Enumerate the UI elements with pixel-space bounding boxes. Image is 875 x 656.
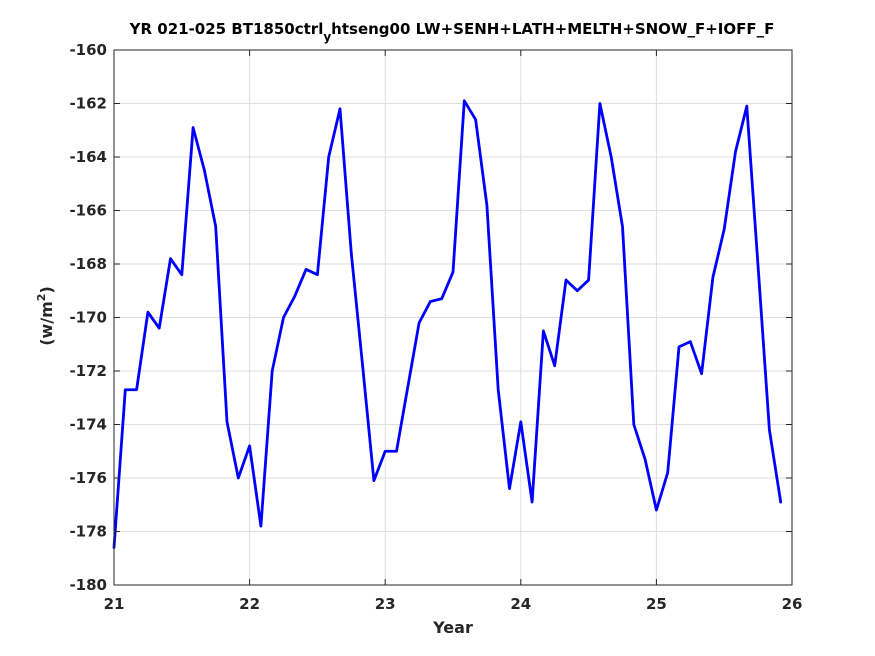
data-point (723, 228, 726, 231)
data-point (305, 268, 308, 271)
data-point (587, 279, 590, 281)
y-tick-label: -164 (69, 148, 107, 166)
data-point (147, 311, 149, 314)
chart-title-rest: htseng00 LW+SENH+LATH+MELTH+SNOW_F+IOFF_… (331, 20, 774, 38)
y-tick-label: -160 (69, 41, 107, 59)
data-point (327, 156, 330, 158)
data-point (734, 150, 737, 153)
data-point (395, 450, 398, 453)
data-point (226, 420, 228, 423)
data-point (486, 204, 488, 207)
x-tick-label: 23 (375, 595, 396, 613)
x-axis-label: Year (432, 618, 473, 637)
data-point (440, 297, 443, 300)
data-point (779, 501, 782, 503)
x-tick-labels: 21 22 23 24 25 26 (104, 595, 803, 613)
tick-marks (113, 49, 793, 586)
data-point (158, 327, 161, 330)
data-point (678, 346, 680, 348)
y-tick-label: -162 (69, 95, 107, 113)
data-point (542, 329, 545, 332)
x-tick-label: 24 (510, 595, 531, 613)
data-point (598, 102, 601, 105)
data-point (474, 118, 477, 121)
data-point (214, 225, 217, 228)
data-point (463, 99, 466, 102)
x-tick-label: 21 (104, 595, 125, 613)
data-point (418, 321, 420, 324)
data-point (350, 252, 353, 255)
data-point (293, 295, 296, 297)
data-point (361, 364, 364, 367)
data-point (508, 487, 511, 490)
data-point (124, 388, 127, 391)
data-point (768, 428, 771, 431)
data-point (621, 225, 624, 228)
data-point (553, 364, 556, 367)
data-point (565, 279, 567, 281)
y-tick-label: -172 (69, 362, 107, 380)
data-point (689, 340, 692, 343)
y-tick-label: -180 (69, 576, 107, 594)
data-point (169, 257, 172, 260)
y-axis-label-superscript: 2 (35, 294, 48, 302)
series-group (112, 99, 783, 549)
data-point (452, 271, 454, 273)
data-point (632, 423, 635, 426)
data-point (497, 388, 500, 391)
data-point (135, 388, 138, 391)
y-tick-label: -178 (69, 523, 107, 541)
y-axis-label: (w/m2) (35, 286, 56, 346)
data-point (519, 420, 522, 423)
data-point (655, 509, 658, 511)
y-tick-label: -166 (69, 202, 107, 220)
data-point (192, 126, 194, 129)
chart-title: YR 021-025 BT1850ctrlyhtseng00 LW+SENH+L… (129, 20, 775, 44)
data-point (610, 156, 613, 158)
x-tick-label: 26 (782, 595, 803, 613)
y-tick-label: -170 (69, 309, 107, 327)
data-point (248, 445, 251, 447)
x-tick-label: 22 (239, 595, 260, 613)
x-tick-label: 25 (646, 595, 667, 613)
data-point (339, 107, 341, 110)
y-tick-labels: -180 -178 -176 -174 -172 -170 -168 -166 -164 -162… (69, 41, 107, 594)
data-point (712, 276, 714, 279)
data-point (576, 289, 579, 292)
chart-title-main: YR 021-025 BT1850ctrl (129, 20, 324, 38)
data-point (237, 477, 240, 479)
data-point (271, 370, 274, 372)
data-point (531, 501, 533, 503)
y-axis-label-close: ) (37, 286, 56, 293)
chart-title-subscript: y (323, 30, 331, 44)
data-point (282, 316, 285, 319)
data-point (429, 300, 432, 303)
y-tick-label: -176 (69, 469, 107, 487)
series-line (112, 99, 783, 549)
data-point (406, 386, 409, 388)
data-point (666, 471, 669, 474)
data-point (384, 450, 387, 453)
y-axis-label-main: (w/m (37, 301, 56, 346)
y-tick-label: -174 (69, 416, 107, 434)
data-point (180, 273, 183, 276)
data-point (700, 372, 703, 375)
data-point (373, 479, 375, 482)
data-point (757, 265, 759, 268)
data-point (203, 169, 206, 172)
y-tick-label: -168 (69, 255, 107, 273)
data-point (259, 525, 262, 528)
data-point (644, 458, 647, 461)
data-point (316, 273, 319, 276)
data-point (745, 105, 748, 108)
